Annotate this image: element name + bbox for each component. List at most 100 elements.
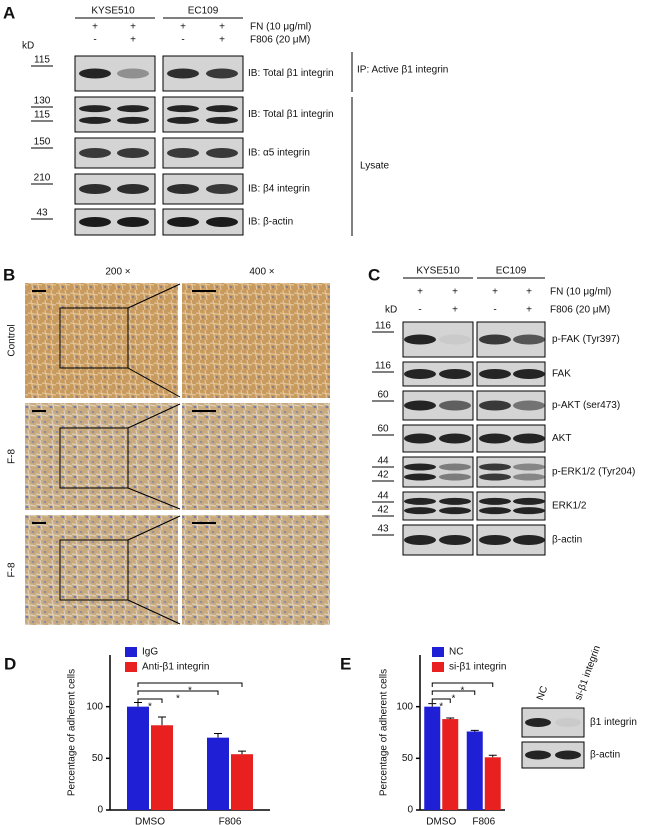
error-bar xyxy=(488,754,497,758)
band xyxy=(206,148,238,158)
micrograph xyxy=(25,515,178,625)
x-tick-label: F806 xyxy=(219,817,242,825)
band xyxy=(79,68,111,79)
panel-label: E xyxy=(340,654,351,673)
band xyxy=(439,369,471,379)
kd-marker: 210 xyxy=(34,173,51,184)
cell-line: EC109 xyxy=(496,266,527,277)
micrograph-zoom xyxy=(182,403,330,510)
treatment-label: F806 (20 μM) xyxy=(550,305,610,316)
micrograph-zoom xyxy=(182,283,330,398)
band xyxy=(79,148,111,158)
treatment-sign: + xyxy=(219,22,225,33)
band xyxy=(479,400,511,411)
group-label: Lysate xyxy=(360,161,390,172)
band xyxy=(167,105,199,113)
bar xyxy=(484,757,501,810)
band xyxy=(117,68,149,79)
lane-label: si-β1 integrin xyxy=(573,644,603,702)
band xyxy=(479,369,511,379)
band xyxy=(439,400,471,411)
treatment-sign: + xyxy=(180,22,186,33)
band xyxy=(513,473,545,481)
kd-marker: 116 xyxy=(375,321,391,332)
band xyxy=(206,184,238,194)
band xyxy=(479,497,511,505)
y-tick-label: 50 xyxy=(402,753,414,764)
blot-label: p-AKT (ser473) xyxy=(552,400,620,411)
band xyxy=(404,535,436,545)
treatment-sign: - xyxy=(93,35,96,46)
band xyxy=(117,217,149,227)
row-label: F-8 xyxy=(7,449,18,464)
blot-label: p-ERK1/2 (Tyr204) xyxy=(552,467,635,478)
error-bar xyxy=(470,729,479,732)
error-bar xyxy=(428,703,437,707)
band xyxy=(525,750,551,760)
band xyxy=(555,718,581,727)
y-axis-label: Percentage of adherent cells xyxy=(67,669,78,796)
blot-box xyxy=(162,96,244,133)
lane-label: NC xyxy=(535,685,550,702)
treatment-sign: + xyxy=(492,287,498,298)
legend-swatch xyxy=(432,662,444,672)
y-axis-label: Percentage of adherent cells xyxy=(379,669,390,796)
band xyxy=(404,463,436,471)
band xyxy=(79,116,111,124)
blot-box xyxy=(74,96,156,133)
band xyxy=(117,105,149,113)
treatment-sign: - xyxy=(493,305,496,316)
significance-star: * xyxy=(452,694,456,705)
treatment-sign: + xyxy=(452,287,458,298)
blot-label: IB: β-actin xyxy=(248,217,293,228)
significance-bracket xyxy=(431,698,451,703)
inset-box xyxy=(59,539,129,601)
panel-label: D xyxy=(4,654,16,673)
band xyxy=(439,507,471,515)
panel-label: C xyxy=(368,265,380,284)
kd-marker: 115 xyxy=(34,110,50,121)
kd-marker: 115 xyxy=(34,55,50,66)
band xyxy=(117,148,149,158)
micrograph xyxy=(25,283,178,398)
kd-label: kD xyxy=(385,305,397,316)
band xyxy=(167,116,199,124)
micrograph-zoom xyxy=(182,515,330,625)
magnification: 400 × xyxy=(249,267,274,278)
treatment-sign: + xyxy=(526,287,532,298)
kd-marker: 42 xyxy=(377,470,389,481)
legend-label: NC xyxy=(449,647,463,658)
band xyxy=(525,718,551,727)
significance-star: * xyxy=(148,702,152,713)
band xyxy=(79,184,111,194)
band xyxy=(404,473,436,481)
band xyxy=(439,463,471,471)
blot-label: β-actin xyxy=(552,535,582,546)
legend-label: IgG xyxy=(142,647,158,658)
band xyxy=(479,507,511,515)
blot-label: β1 integrin xyxy=(590,717,637,728)
band xyxy=(206,116,238,124)
inset-box xyxy=(59,307,129,369)
band xyxy=(167,68,199,79)
treatment-sign: + xyxy=(219,35,225,46)
blot-box xyxy=(402,491,474,521)
y-tick-label: 0 xyxy=(97,805,103,816)
bar xyxy=(207,737,229,810)
band xyxy=(513,400,545,411)
error-bar xyxy=(134,702,142,707)
band xyxy=(479,334,511,345)
row-label: F-8 xyxy=(7,562,18,577)
y-tick-label: 100 xyxy=(86,701,103,712)
bar xyxy=(127,706,149,810)
band xyxy=(117,184,149,194)
significance-star: * xyxy=(176,694,180,705)
band xyxy=(555,750,581,760)
bar xyxy=(151,725,173,810)
zoom-line xyxy=(127,515,181,541)
blot-box xyxy=(402,456,474,488)
kd-marker: 44 xyxy=(377,491,389,502)
zoom-line xyxy=(127,283,181,309)
significance-bracket xyxy=(137,698,163,703)
